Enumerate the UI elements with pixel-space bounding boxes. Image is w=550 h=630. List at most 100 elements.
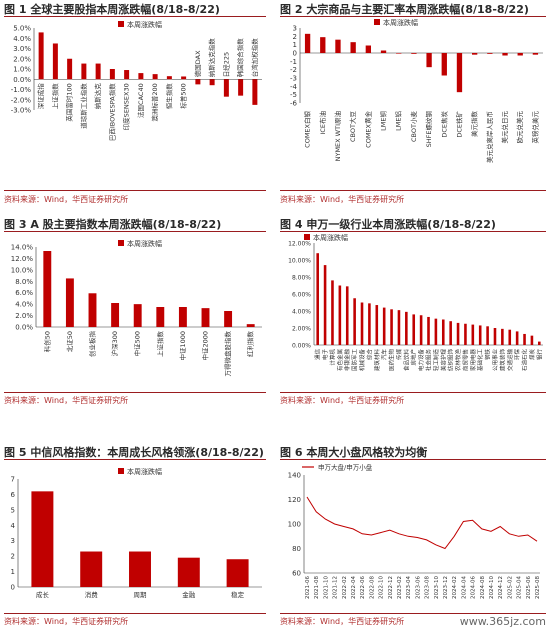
y-tick-label: 2 [293,33,297,41]
y-tick-label: 14.0% [11,244,34,252]
y-tick-label: 4.0% [13,35,31,43]
x-tick-label: 公用事业 [491,349,499,372]
bar [181,76,187,80]
x-tick-label: 2024-02 [452,576,458,599]
panel-4-source: 资料来源：Wind，华西证券研究所 [280,396,405,405]
y-tick-label: 1.0% [13,66,31,74]
x-tick-label: 2021-08 [314,576,320,599]
x-tick-label: 石油石化 [521,349,529,372]
bar [124,70,130,80]
x-tick-label: 消费 [85,590,99,599]
x-tick-label: 社会服务 [425,349,433,372]
x-tick-label: 2025-08 [535,576,541,599]
legend-swatch [118,240,124,246]
bar [353,298,356,345]
x-tick-label: 万得微盘股指数 [223,331,232,377]
x-tick-label: NYMEX WTI原油 [333,111,342,161]
bar [530,335,534,345]
x-tick-label: 农林牧渔 [454,349,462,372]
bar [487,53,493,54]
panel-6-title: 图 6 本周大小盘风格较为均衡 [280,446,428,459]
panel-2: 图 2 大宗商品与主要汇率本周涨跌幅(8/18-8/22) 本周涨跌幅 3 2 1 0-… [278,0,550,210]
x-tick-label: 2022-10 [379,576,385,599]
x-tick-label: 日经225 [221,52,230,77]
x-tick-label: 2024-08 [480,576,486,599]
y-tick-label: -4 [290,83,298,91]
x-tick-label: 红利指数 [246,331,255,358]
legend-label: 本周涨跌幅 [313,233,348,242]
series-line [306,496,538,550]
x-tick-label: 道琼斯工业指数 [79,83,88,129]
y-tick-label: 0 [293,50,297,58]
x-tick-label: 计算机 [328,349,336,366]
legend-label: 本周涨跌幅 [383,18,418,27]
bar [471,324,475,345]
x-tick-label: 商贸零售 [461,349,469,371]
x-tick-label: SHFE螺纹钢 [424,111,433,148]
panel-3-title-rule [4,231,266,232]
bar [67,58,73,80]
x-tick-label: 2022-02 [342,576,348,599]
panel-1-title: 图 1 全球主要股指本周涨跌幅(8/18-8/22) [4,3,220,16]
y-tick-label: 3.0% [13,45,31,53]
bar [138,73,144,80]
y-tick-label: 8.00% [292,275,311,282]
bar [95,63,101,80]
bar [304,33,311,53]
y-tick-label: 2.0% [15,312,33,320]
y-tick-label: 0.00% [292,343,311,350]
bar [350,42,356,53]
y-tick-label: 4.0% [15,301,33,309]
x-tick-label: 巴西IBOVESPA指数 [107,83,116,141]
bar [375,305,379,345]
bar [441,53,447,76]
bar [405,311,408,345]
bar [209,79,215,86]
y-tick-label: 2 [11,553,15,561]
y-tick-label: 0.0% [13,76,31,84]
panel-3-title: 图 3 A 股主要指数本周涨跌幅(8/18-8/22) [4,218,222,231]
bar [81,63,87,80]
y-tick-label: 4.00% [292,309,311,316]
bar [471,53,478,55]
x-tick-label: 德国DAX [193,50,202,77]
panel-5-source-rule [4,613,266,614]
bar [152,74,158,80]
bar [323,265,327,345]
panel-3: 图 3 A 股主要指数本周涨跌幅(8/18-8/22) 本周涨跌幅 14.0% 12… [0,214,275,410]
x-tick-label: LME铝 [394,111,403,131]
x-tick-label: 2023-08 [425,576,431,599]
x-tick-label: 医药生物 [388,349,396,372]
x-tick-label: 传媒 [395,349,403,361]
bar [515,331,519,345]
x-tick-label: 纳斯达克指数 [207,38,216,78]
bar [65,278,74,327]
x-tick-label: 2021-06 [305,576,311,599]
bar [223,79,229,97]
x-tick-label: 金融 [182,590,196,599]
bar [109,69,115,80]
x-tick-label: 汽车 [380,349,388,361]
bar [532,53,539,55]
bar [411,53,417,54]
x-tick-label: 国防军工 [351,349,359,372]
bar [111,303,120,327]
x-tick-label: COMEX黄金 [363,111,372,148]
x-tick-label: 2024-06 [471,576,477,599]
x-tick-label: DCE焦炭 [439,111,448,138]
panel-3-source: 资料来源：Wind，华西证券研究所 [4,396,129,405]
y-tick-label: 1 [11,568,15,576]
x-tick-label: 英国富时100 [65,83,74,121]
bar [52,43,58,80]
bar [464,323,467,345]
x-tick-label: 电力设备 [417,349,425,372]
bar [523,333,526,345]
x-tick-label: 印度SENSEX30 [122,83,131,130]
x-tick-label: 2025-04 [517,576,523,599]
x-tick-label: 交通运输 [506,349,514,372]
panel-4-title-rule [280,231,546,232]
chart-1: 本周涨跌幅 5.0% 4.0% 3.0% 2.0% 1.0% 0.0% -1.0% -2.0% -… [11,20,262,141]
watermark: www.365jz.com [459,615,546,628]
x-tick-label: 2024-12 [498,576,504,599]
